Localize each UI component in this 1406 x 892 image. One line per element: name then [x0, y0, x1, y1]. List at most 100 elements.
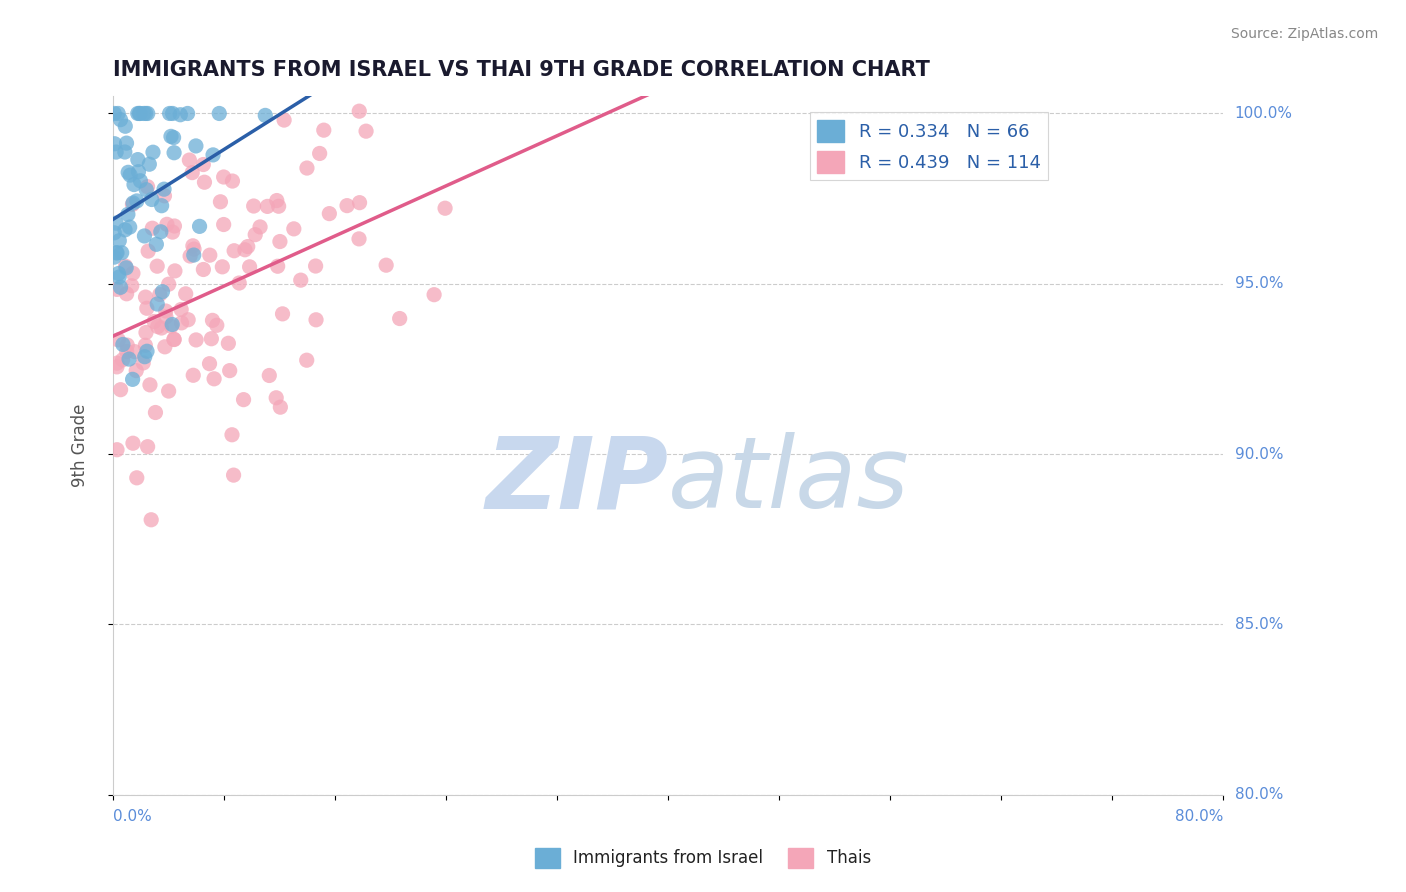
- Point: [179, 153, 201, 167]
- Text: Source: ZipAtlas.com: Source: ZipAtlas.com: [1230, 27, 1378, 41]
- Text: IMMIGRANTS FROM ISRAEL VS THAI 9TH GRADE CORRELATION CHART: IMMIGRANTS FROM ISRAEL VS THAI 9TH GRADE…: [112, 60, 929, 79]
- Point: [105, 216, 128, 230]
- Point: [155, 310, 177, 324]
- Point: [145, 237, 167, 252]
- Point: [135, 326, 157, 340]
- Point: [202, 372, 225, 386]
- Point: [105, 282, 128, 296]
- Point: [349, 195, 371, 210]
- Point: [349, 104, 371, 119]
- Point: [141, 193, 163, 207]
- Point: [117, 207, 139, 221]
- Point: [318, 206, 340, 220]
- Point: [269, 235, 291, 249]
- Legend: Immigrants from Israel, Thais: Immigrants from Israel, Thais: [529, 841, 877, 875]
- Point: [295, 161, 318, 175]
- Point: [163, 219, 186, 233]
- Point: [149, 287, 172, 301]
- Point: [127, 106, 149, 120]
- Point: [122, 178, 145, 192]
- Point: [201, 313, 224, 327]
- Y-axis label: 9th Grade: 9th Grade: [72, 404, 89, 487]
- Point: [115, 136, 138, 150]
- Point: [141, 221, 163, 235]
- Point: [156, 217, 179, 231]
- Point: [217, 336, 239, 351]
- Point: [233, 243, 256, 257]
- Point: [132, 106, 155, 120]
- Point: [312, 123, 335, 137]
- Point: [136, 440, 159, 454]
- Point: [202, 148, 225, 162]
- Point: [232, 392, 254, 407]
- Point: [434, 201, 457, 215]
- Point: [249, 219, 271, 234]
- Text: 80.0%: 80.0%: [1234, 788, 1282, 802]
- Point: [103, 106, 125, 120]
- Legend: R = 0.334   N = 66, R = 0.439   N = 114: R = 0.334 N = 66, R = 0.439 N = 114: [810, 112, 1047, 180]
- Point: [163, 264, 186, 278]
- Point: [170, 302, 193, 317]
- Point: [105, 245, 128, 260]
- Point: [115, 338, 138, 352]
- Point: [114, 120, 136, 134]
- Point: [170, 316, 193, 330]
- Point: [354, 124, 377, 138]
- Point: [239, 260, 262, 274]
- Point: [129, 174, 152, 188]
- Point: [136, 344, 159, 359]
- Point: [193, 175, 215, 189]
- Point: [146, 319, 169, 334]
- Point: [266, 194, 288, 208]
- Point: [124, 344, 146, 359]
- Point: [218, 363, 240, 377]
- Point: [114, 145, 136, 159]
- Point: [266, 259, 288, 273]
- Point: [121, 278, 143, 293]
- Point: [122, 196, 145, 211]
- Point: [269, 400, 291, 414]
- Point: [111, 352, 134, 367]
- Point: [163, 333, 186, 347]
- Point: [107, 106, 129, 120]
- Point: [347, 232, 370, 246]
- Point: [121, 372, 143, 386]
- Point: [132, 356, 155, 370]
- Point: [120, 168, 142, 182]
- Point: [162, 130, 184, 145]
- Point: [110, 112, 132, 127]
- Point: [153, 189, 176, 203]
- Text: atlas: atlas: [668, 432, 910, 529]
- Point: [107, 333, 129, 347]
- Point: [198, 248, 221, 262]
- Point: [212, 169, 235, 184]
- Point: [163, 332, 186, 346]
- Point: [134, 290, 156, 304]
- Point: [267, 199, 290, 213]
- Point: [105, 442, 128, 457]
- Point: [118, 352, 141, 367]
- Point: [129, 106, 152, 120]
- Point: [174, 286, 197, 301]
- Point: [222, 468, 245, 483]
- Point: [188, 219, 211, 234]
- Point: [134, 338, 156, 352]
- Point: [283, 222, 305, 236]
- Point: [308, 146, 330, 161]
- Text: 90.0%: 90.0%: [1234, 447, 1284, 461]
- Point: [193, 157, 215, 171]
- Point: [105, 246, 128, 260]
- Point: [153, 340, 176, 354]
- Point: [136, 179, 159, 194]
- Point: [181, 368, 204, 383]
- Point: [134, 229, 156, 244]
- Point: [152, 285, 174, 299]
- Point: [121, 197, 143, 211]
- Point: [264, 391, 287, 405]
- Point: [162, 225, 184, 239]
- Point: [114, 223, 136, 237]
- Point: [205, 318, 228, 333]
- Point: [181, 166, 204, 180]
- Point: [115, 260, 138, 275]
- Point: [176, 106, 198, 120]
